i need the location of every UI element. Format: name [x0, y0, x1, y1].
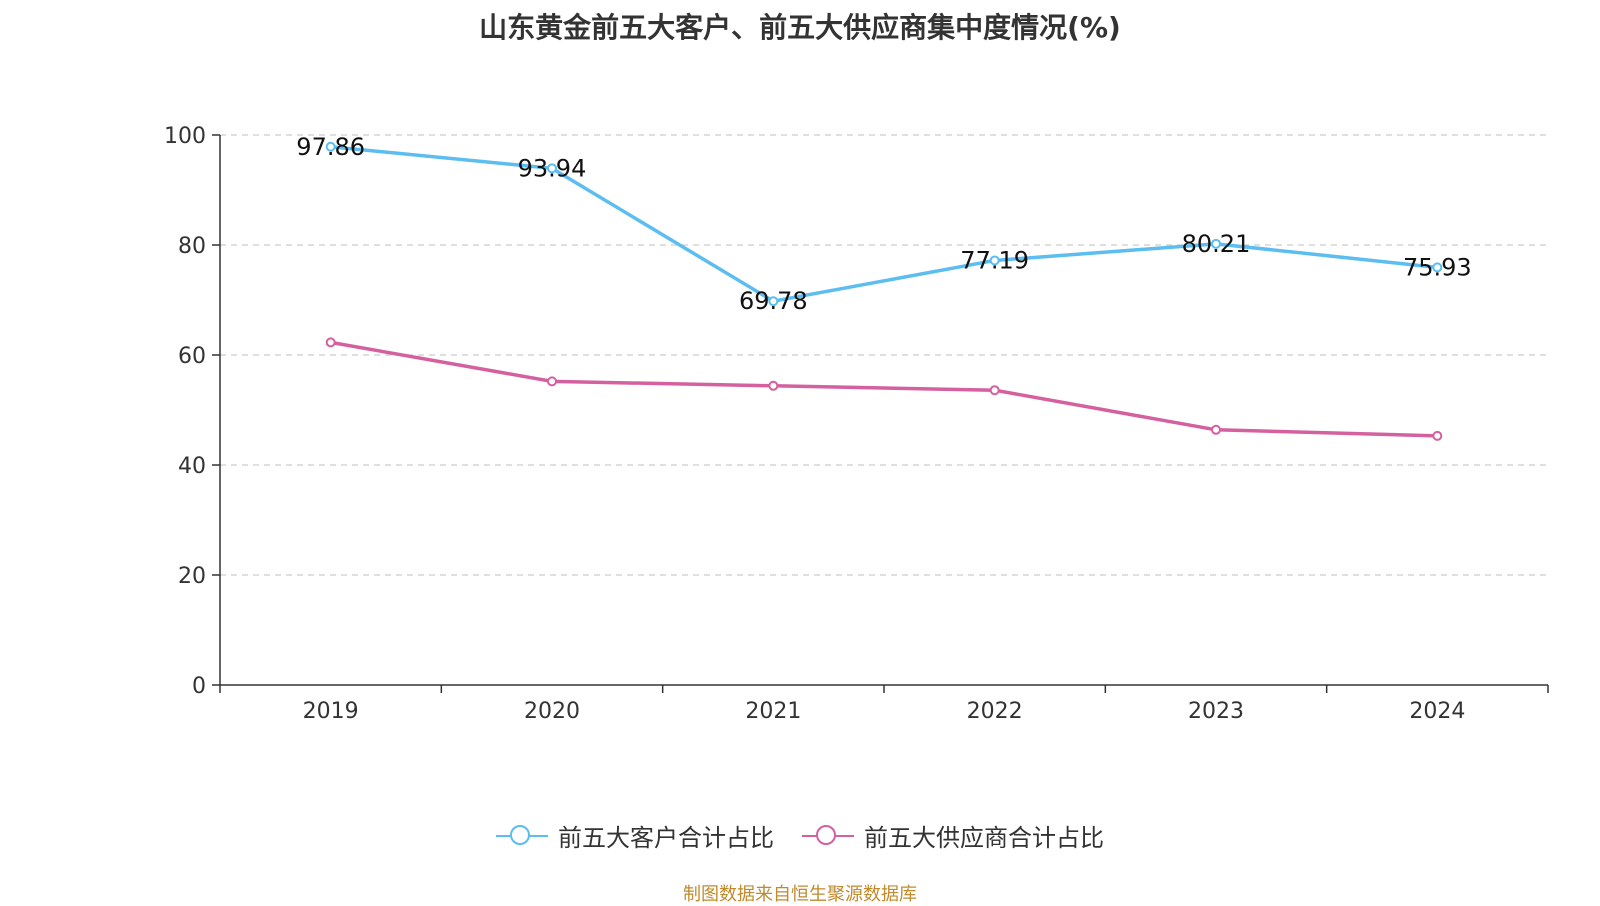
data-label: 69.78	[739, 287, 808, 315]
series-line-1	[330, 340, 1438, 438]
x-tick-label: 2019	[303, 699, 359, 724]
data-point	[325, 337, 336, 348]
legend-swatch-suppliers-icon	[802, 824, 854, 848]
x-tick-label: 2021	[745, 699, 801, 724]
y-tick-label: 40	[178, 454, 206, 479]
grid-lines	[220, 134, 1548, 576]
data-label: 75.93	[1403, 253, 1472, 281]
data-label: 77.19	[960, 246, 1029, 274]
y-tick-label: 80	[178, 234, 206, 259]
y-tick-label: 100	[164, 124, 206, 149]
y-tick-label: 60	[178, 344, 206, 369]
series-group	[325, 141, 1443, 441]
data-point	[768, 296, 779, 307]
legend-label-customers: 前五大客户合计占比	[558, 824, 774, 852]
data-point	[1211, 424, 1221, 435]
data-point	[325, 141, 336, 152]
x-tick-labels: 2019 2020 2021 2022 2023 2024	[303, 699, 1466, 724]
legend-item-suppliers[interactable]: 前五大供应商合计占比	[802, 818, 1104, 853]
data-point	[1432, 262, 1443, 273]
legend: 前五大客户合计占比 前五大供应商合计占比	[0, 818, 1600, 853]
data-point	[989, 255, 1000, 266]
source-note: 制图数据来自恒生聚源数据库	[683, 884, 917, 905]
x-tick-label: 2023	[1188, 699, 1244, 724]
y-tick-label: 0	[192, 674, 206, 699]
x-tick-label: 2024	[1409, 699, 1465, 724]
data-point	[547, 376, 557, 387]
data-point	[1432, 430, 1443, 441]
data-labels: 97.86 93.94 69.78 77.19 80.21 75.93	[296, 133, 1471, 315]
legend-swatch-customers-icon	[496, 824, 548, 848]
y-tick-labels: 0 20 40 60 80 100	[164, 124, 206, 699]
legend-label-suppliers: 前五大供应商合计占比	[864, 824, 1104, 852]
data-point	[989, 385, 1000, 396]
legend-item-customers[interactable]: 前五大客户合计占比	[496, 818, 774, 853]
data-label: 80.21	[1182, 230, 1251, 258]
data-label: 97.86	[296, 133, 365, 161]
x-tick-label: 2020	[524, 699, 580, 724]
data-point	[547, 163, 557, 174]
chart-title: 山东黄金前五大客户、前五大供应商集中度情况(%)	[479, 11, 1121, 44]
x-tick-label: 2022	[967, 699, 1023, 724]
data-point	[768, 380, 779, 391]
line-chart: 0 20 40 60 80 100 2019 2020 2021 2022 2023 2024 97…	[164, 124, 1549, 724]
data-label: 93.94	[518, 154, 587, 182]
y-tick-label: 20	[178, 564, 206, 589]
axes	[212, 134, 1549, 693]
series-line-0	[330, 145, 1438, 303]
data-point	[1211, 238, 1221, 249]
